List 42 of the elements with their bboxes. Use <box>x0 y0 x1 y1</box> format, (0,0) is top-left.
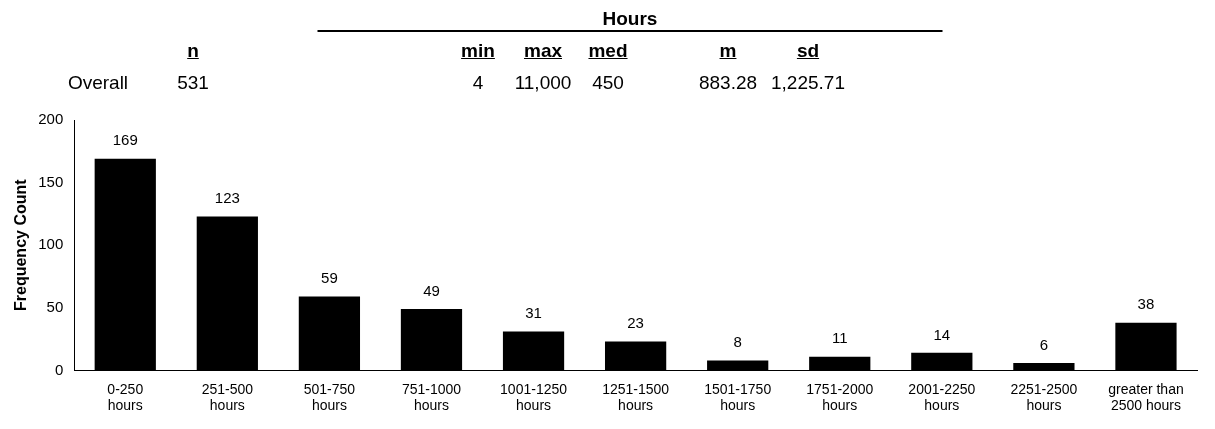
y-tick-label: 100 <box>38 235 64 253</box>
text: 883.28 <box>698 72 758 94</box>
x-tick-label: 2251-2500 hours <box>1010 380 1078 414</box>
y-axis-title: Frequency Count <box>12 178 30 311</box>
data-label: 31 <box>525 304 542 322</box>
x-tick-label: 751-1000 hours <box>401 380 462 414</box>
x-tick-label: 2001-2250 hours <box>908 380 976 414</box>
text: 4 <box>472 72 484 94</box>
x-tick-label: 1751-2000 hours <box>806 380 874 414</box>
x-tick-label: 1001-1250 hours <box>500 380 568 414</box>
x-tick-label: 1501-1750 hours <box>704 380 772 414</box>
x-tick-label: 0-250 hours <box>107 380 144 414</box>
data-label: 49 <box>423 281 440 299</box>
y-tick-label: 50 <box>46 297 64 315</box>
text: min <box>461 40 495 62</box>
data-label: 6 <box>1039 335 1049 353</box>
y-tick-label: 0 <box>54 360 64 378</box>
data-label: 23 <box>627 314 644 332</box>
y-tick-label: 150 <box>38 172 64 190</box>
text: Overall <box>67 72 129 94</box>
x-tick-label: 251-500 hours <box>201 380 254 414</box>
text: n <box>187 40 199 62</box>
text: m <box>719 40 737 62</box>
y-tick-label: 200 <box>38 110 64 128</box>
x-tick-label: 1251-1500 hours <box>602 380 670 414</box>
text: 11,000 <box>514 72 572 94</box>
text: max <box>523 40 563 62</box>
data-label: 169 <box>112 131 138 149</box>
text: sd <box>796 40 820 62</box>
data-label: 14 <box>933 325 951 343</box>
x-tick-label: 501-750 hours <box>303 380 356 414</box>
data-label: 123 <box>214 189 240 207</box>
data-label: 8 <box>733 333 742 351</box>
data-label: 59 <box>321 269 338 287</box>
text: Hours <box>317 8 943 32</box>
text: 450 <box>592 72 624 94</box>
data-label: 11 <box>831 329 848 347</box>
x-tick-label: greater than 2500 hours <box>1108 380 1184 414</box>
data-label: 38 <box>1137 295 1155 313</box>
text: 1,225.71 <box>771 72 845 94</box>
text: med <box>588 40 628 62</box>
text: 531 <box>177 72 209 94</box>
